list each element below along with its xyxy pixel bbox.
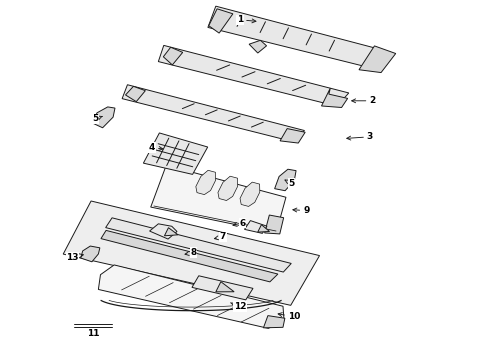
Polygon shape <box>199 243 214 251</box>
Polygon shape <box>209 9 233 33</box>
Polygon shape <box>321 88 347 108</box>
Text: 7: 7 <box>215 233 226 241</box>
Polygon shape <box>216 282 234 292</box>
Text: 5: 5 <box>285 179 294 188</box>
Polygon shape <box>144 133 208 174</box>
Polygon shape <box>106 218 291 272</box>
Polygon shape <box>81 246 100 262</box>
Polygon shape <box>93 107 115 128</box>
Text: 8: 8 <box>185 248 196 257</box>
Polygon shape <box>265 215 284 234</box>
Polygon shape <box>163 47 183 65</box>
Polygon shape <box>359 46 396 73</box>
Polygon shape <box>101 230 278 282</box>
Polygon shape <box>122 85 304 142</box>
Text: 13: 13 <box>66 253 83 262</box>
Text: 12: 12 <box>231 302 246 311</box>
Polygon shape <box>264 316 285 328</box>
Polygon shape <box>148 229 163 237</box>
Text: 11: 11 <box>87 328 99 338</box>
Polygon shape <box>158 45 349 106</box>
Polygon shape <box>224 249 239 258</box>
Polygon shape <box>149 224 177 239</box>
Polygon shape <box>63 201 319 305</box>
Polygon shape <box>196 170 216 195</box>
Polygon shape <box>258 225 270 232</box>
Polygon shape <box>165 228 178 236</box>
Text: 6: 6 <box>233 219 245 228</box>
Text: 10: 10 <box>278 312 300 321</box>
Text: 3: 3 <box>347 132 373 141</box>
Polygon shape <box>173 236 188 244</box>
Text: 5: 5 <box>93 114 102 123</box>
Polygon shape <box>208 6 384 68</box>
Polygon shape <box>274 169 296 191</box>
Text: 4: 4 <box>148 143 163 152</box>
Text: 9: 9 <box>293 206 310 215</box>
Polygon shape <box>280 129 305 143</box>
Polygon shape <box>151 165 286 233</box>
Polygon shape <box>98 265 284 328</box>
Polygon shape <box>240 182 260 206</box>
Polygon shape <box>245 221 267 233</box>
Polygon shape <box>249 40 267 53</box>
Polygon shape <box>125 86 146 102</box>
Polygon shape <box>218 176 238 201</box>
Text: 1: 1 <box>237 15 256 24</box>
Text: 2: 2 <box>352 96 375 105</box>
Polygon shape <box>192 276 253 300</box>
